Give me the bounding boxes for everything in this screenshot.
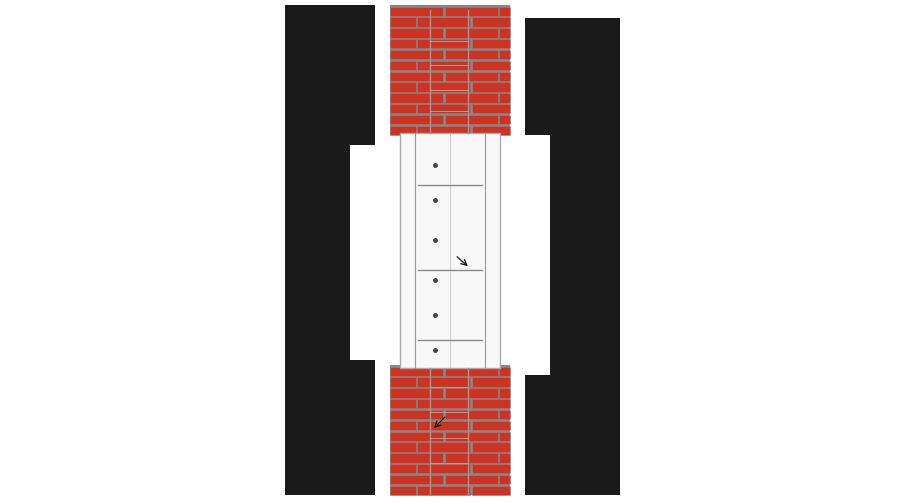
Bar bbox=[390, 399, 416, 408]
Bar bbox=[418, 377, 471, 387]
Bar bbox=[500, 431, 510, 441]
Bar bbox=[390, 431, 443, 441]
Bar bbox=[445, 410, 498, 419]
Bar bbox=[418, 421, 471, 430]
Bar bbox=[445, 28, 498, 37]
Bar bbox=[390, 50, 443, 59]
Bar bbox=[500, 366, 510, 376]
Bar bbox=[472, 17, 510, 27]
Bar bbox=[445, 50, 498, 59]
Bar bbox=[500, 7, 510, 16]
Bar bbox=[390, 365, 510, 495]
Bar bbox=[472, 39, 510, 48]
Bar bbox=[390, 125, 416, 135]
Bar bbox=[418, 17, 471, 27]
Bar bbox=[445, 431, 498, 441]
Bar bbox=[500, 50, 510, 59]
Bar bbox=[418, 39, 471, 48]
Bar bbox=[390, 93, 443, 102]
Bar bbox=[472, 399, 510, 408]
Bar bbox=[472, 104, 510, 113]
Bar bbox=[500, 93, 510, 102]
Bar bbox=[418, 104, 471, 113]
Bar bbox=[500, 388, 510, 398]
Bar bbox=[500, 28, 510, 37]
Bar bbox=[472, 486, 510, 495]
Bar bbox=[445, 93, 498, 102]
Bar bbox=[445, 453, 498, 463]
Bar bbox=[390, 82, 416, 92]
Bar bbox=[390, 421, 416, 430]
Bar bbox=[418, 486, 471, 495]
Bar bbox=[390, 7, 443, 16]
Bar bbox=[390, 28, 443, 37]
Bar bbox=[390, 453, 443, 463]
Bar bbox=[390, 39, 416, 48]
Bar bbox=[445, 7, 498, 16]
Bar bbox=[390, 410, 443, 419]
Bar bbox=[500, 410, 510, 419]
Bar bbox=[472, 464, 510, 473]
Bar bbox=[445, 475, 498, 484]
Bar bbox=[390, 60, 416, 70]
Bar bbox=[390, 366, 443, 376]
Bar bbox=[418, 464, 471, 473]
Bar bbox=[500, 453, 510, 463]
Bar bbox=[390, 486, 416, 495]
Bar bbox=[390, 464, 416, 473]
Bar bbox=[445, 115, 498, 124]
Bar bbox=[472, 82, 510, 92]
Bar bbox=[418, 443, 471, 452]
Bar bbox=[390, 388, 443, 398]
Bar bbox=[500, 72, 510, 81]
Bar bbox=[418, 60, 471, 70]
Bar bbox=[400, 133, 500, 368]
Bar bbox=[390, 72, 443, 81]
Bar bbox=[472, 377, 510, 387]
Bar bbox=[390, 5, 510, 135]
Bar bbox=[390, 17, 416, 27]
Bar bbox=[500, 475, 510, 484]
Bar bbox=[500, 115, 510, 124]
Bar bbox=[390, 443, 416, 452]
Bar bbox=[445, 72, 498, 81]
Bar bbox=[390, 115, 443, 124]
Bar bbox=[390, 377, 416, 387]
Bar bbox=[418, 125, 471, 135]
Bar bbox=[445, 388, 498, 398]
Bar bbox=[390, 104, 416, 113]
Bar bbox=[472, 125, 510, 135]
Bar bbox=[445, 366, 498, 376]
Polygon shape bbox=[285, 5, 375, 495]
Polygon shape bbox=[525, 18, 620, 495]
Bar bbox=[472, 60, 510, 70]
Bar bbox=[472, 421, 510, 430]
Bar bbox=[472, 443, 510, 452]
Bar bbox=[390, 475, 443, 484]
Bar bbox=[418, 399, 471, 408]
Bar bbox=[418, 82, 471, 92]
